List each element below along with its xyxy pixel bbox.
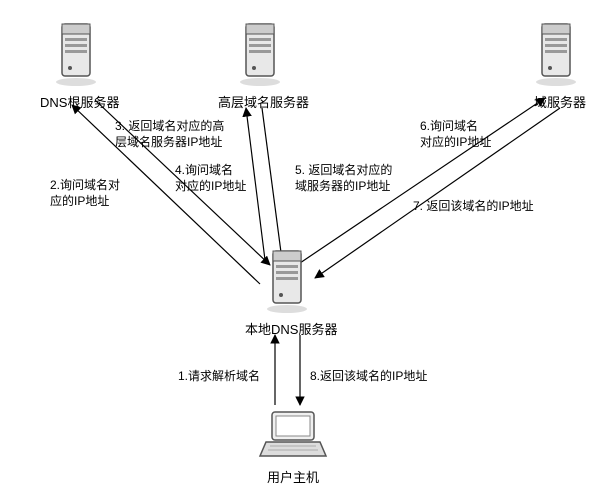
node-label: DNS根服务器 [40,92,119,111]
node-label: 本地DNS服务器 [245,319,337,338]
edge-label-8: 8.返回该域名的IP地址 [310,368,427,384]
arrow-e5 [262,108,282,260]
node-root-server: DNS根服务器 [40,18,119,111]
server-icon [261,245,321,315]
dns-flow-diagram: { "diagram": { "type": "network", "width… [0,0,611,500]
edge-label-1: 1.请求解析域名 [178,368,260,384]
edge-label-6: 6.询问域名 对应的IP地址 [420,118,491,150]
node-client-host: 用户主机 [258,408,328,486]
node-label: 高层域名服务器 [218,92,309,111]
node-label: 域服务器 [534,92,586,111]
server-icon [50,18,110,88]
node-tld-server: 高层域名服务器 [218,18,309,111]
node-label: 用户主机 [267,467,319,486]
edge-label-5: 5. 返回域名对应的 域服务器的IP地址 [295,162,392,194]
arrow-e4 [246,108,265,260]
edge-label-3: 3. 返回域名对应的高 层域名服务器IP地址 [115,118,224,150]
laptop-icon [258,408,328,463]
edge-label-7: 7. 返回该域名的IP地址 [413,198,534,214]
edge-label-4: 4.询问域名 对应的IP地址 [175,162,246,194]
server-icon [530,18,590,88]
node-local-dns-server: 本地DNS服务器 [245,245,337,338]
server-icon [234,18,294,88]
edge-label-2: 2.询问域名对 应的IP地址 [50,177,120,209]
node-auth-server: 域服务器 [530,18,590,111]
